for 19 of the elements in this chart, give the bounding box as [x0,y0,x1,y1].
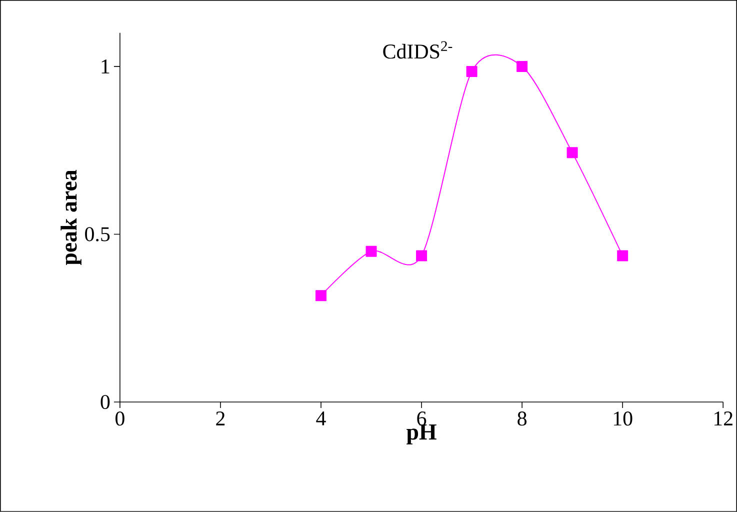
point [366,246,377,257]
x-tick-label: 2 [216,412,225,426]
y-tick-label: 1 [102,60,110,74]
y-tick-label: 0.5 [85,227,110,242]
y-axis-title: peak area [60,170,82,266]
point [566,147,578,158]
y-tick-label: 0 [100,394,110,410]
point [315,290,326,302]
x-axis-title: pH [406,424,436,444]
x-tick-label: 0 [116,412,124,426]
chart-title: CdIDS$^{2-}$ [383,41,452,59]
x-tick-label: 10 [614,412,632,426]
point [416,250,428,262]
x-tick-label: 4 [316,412,326,426]
x-tick-label: 12 [714,412,732,426]
point [466,66,478,78]
point [617,250,628,262]
point [516,60,528,72]
x-tick-label: 8 [518,412,526,426]
